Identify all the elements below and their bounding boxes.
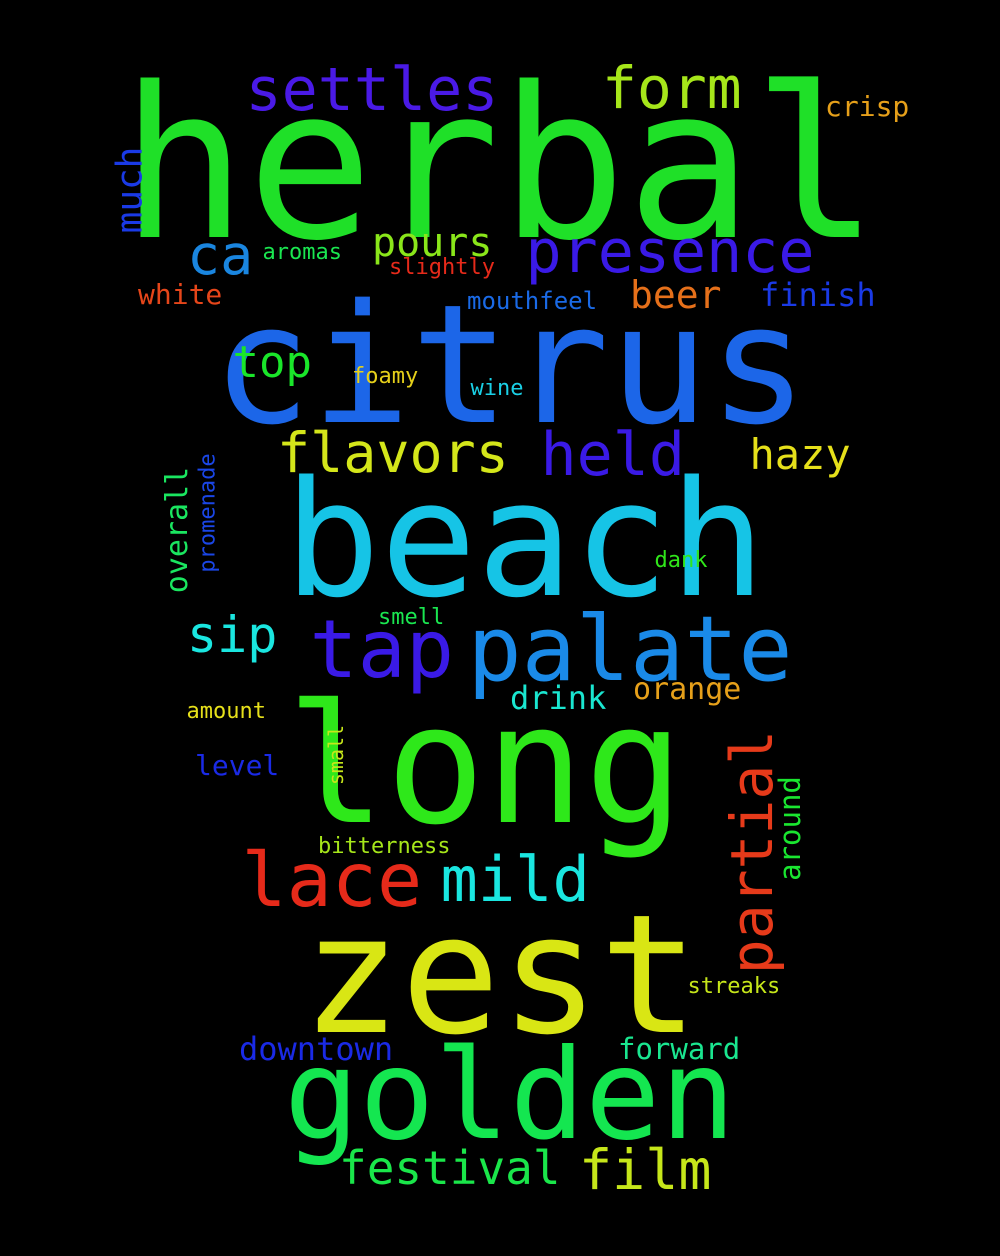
- word-flavors: flavors: [277, 420, 509, 485]
- word-around: around: [772, 775, 807, 881]
- word-slightly: slightly: [389, 255, 495, 280]
- word-film: film: [579, 1137, 712, 1202]
- word-streaks: streaks: [687, 974, 781, 999]
- word-orange: orange: [633, 672, 742, 707]
- word-white: white: [138, 278, 223, 311]
- word-beach: beach: [284, 446, 766, 633]
- word-zest: zest: [301, 878, 699, 1071]
- word-mouthfeel: mouthfeel: [467, 287, 598, 315]
- word-amount: amount: [186, 699, 266, 724]
- word-bitterness: bitterness: [318, 834, 451, 859]
- word-settles: settles: [245, 55, 499, 125]
- word-beer: beer: [630, 273, 722, 317]
- word-ca: ca: [187, 222, 254, 287]
- word-festival: festival: [339, 1141, 561, 1195]
- word-citrus: citrus: [212, 268, 809, 461]
- word-much: much: [108, 146, 150, 234]
- word-sip: sip: [187, 606, 278, 664]
- word-presence: presence: [525, 217, 815, 287]
- word-pours: pours: [372, 220, 493, 266]
- word-dank: dank: [654, 548, 708, 573]
- word-promenade: promenade: [195, 453, 221, 573]
- word-tap: tap: [309, 603, 455, 696]
- word-palate: palate: [467, 597, 793, 702]
- word-downtown: downtown: [239, 1030, 394, 1068]
- word-finish: finish: [760, 276, 876, 314]
- word-herbal: herbal: [120, 42, 880, 287]
- word-mild: mild: [440, 843, 590, 916]
- word-crisp: crisp: [825, 90, 910, 123]
- word-long: long: [286, 668, 684, 861]
- word-forward: forward: [618, 1031, 741, 1066]
- word-small: small: [324, 724, 349, 786]
- word-wine: wine: [470, 376, 524, 401]
- word-form: form: [602, 54, 742, 122]
- word-level: level: [195, 749, 280, 782]
- word-smell: smell: [378, 605, 445, 630]
- word-hazy: hazy: [749, 430, 851, 479]
- word-foamy: foamy: [352, 364, 419, 389]
- word-lace: lace: [241, 835, 423, 924]
- word-held: held: [540, 420, 686, 490]
- word-aromas: aromas: [262, 240, 342, 265]
- word-top: top: [232, 337, 312, 388]
- word-drink: drink: [510, 679, 607, 717]
- word-overall: overall: [160, 466, 196, 594]
- word-golden: golden: [284, 1022, 736, 1168]
